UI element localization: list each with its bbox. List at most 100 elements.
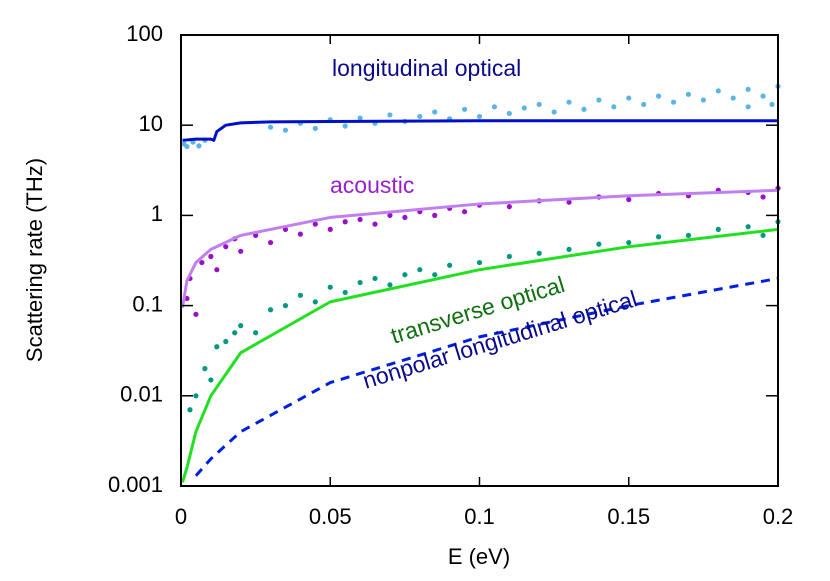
data-point	[372, 275, 378, 282]
data-point	[685, 232, 692, 239]
data-point	[282, 303, 289, 309]
data-point	[641, 101, 647, 108]
data-point	[745, 86, 751, 92]
data-point	[656, 234, 662, 240]
data-point	[193, 311, 199, 317]
data-point	[282, 127, 289, 133]
data-point	[402, 272, 408, 278]
x-tick-label: 0.1	[464, 504, 495, 529]
data-point	[327, 284, 333, 290]
data-point	[357, 115, 363, 121]
data-point	[476, 259, 483, 266]
data-point	[745, 104, 751, 110]
data-point	[581, 106, 587, 112]
data-point	[417, 267, 423, 273]
data-point	[700, 97, 706, 103]
data-point	[214, 344, 220, 350]
annotation: acoustic	[330, 172, 414, 198]
data-point	[670, 99, 677, 105]
data-point	[193, 393, 199, 399]
data-point	[432, 272, 438, 278]
data-point	[417, 113, 423, 120]
data-point	[506, 204, 512, 210]
y-tick-label: 0.01	[120, 382, 163, 407]
annotation: longitudinal optical	[332, 55, 521, 81]
data-point	[208, 377, 214, 383]
x-tick-label: 0	[175, 504, 187, 529]
data-point	[223, 244, 229, 250]
data-point	[357, 279, 363, 286]
data-point	[232, 330, 238, 336]
series-line	[181, 188, 779, 308]
series-line	[182, 119, 778, 142]
data-point	[521, 105, 527, 111]
data-point	[536, 250, 542, 256]
data-point	[730, 95, 736, 101]
data-point	[297, 292, 303, 298]
data-point	[715, 226, 721, 232]
data-point	[491, 104, 498, 110]
data-point	[432, 109, 438, 115]
data-point	[312, 299, 318, 305]
data-point	[447, 262, 453, 268]
data-point	[611, 104, 617, 110]
data-point	[253, 330, 259, 336]
data-point	[238, 248, 244, 254]
data-point	[566, 199, 572, 205]
data-point	[760, 194, 766, 200]
x-tick-label: 0.05	[309, 504, 352, 529]
x-tick-label: 0.15	[607, 504, 650, 529]
data-point	[267, 307, 274, 313]
data-point	[656, 93, 662, 99]
data-point	[760, 232, 766, 239]
series-line	[194, 276, 779, 477]
data-point	[685, 91, 692, 97]
data-point	[760, 93, 766, 99]
data-point	[402, 214, 408, 221]
y-tick-label: 100	[126, 21, 163, 46]
data-point	[476, 113, 483, 120]
y-tick-label: 0.1	[132, 291, 163, 316]
data-point	[715, 88, 721, 94]
data-point	[551, 109, 557, 115]
data-point	[214, 267, 220, 273]
data-point	[199, 259, 205, 266]
y-axis-title: Scattering rate (THz)	[22, 158, 47, 362]
data-point	[267, 124, 274, 130]
data-point	[187, 407, 193, 413]
data-point	[372, 221, 378, 227]
data-point	[745, 224, 751, 230]
y-tick-label: 10	[139, 111, 163, 136]
data-point	[196, 143, 202, 149]
series-line	[181, 227, 779, 483]
data-point	[297, 231, 303, 237]
data-point	[387, 112, 393, 118]
data-point	[596, 241, 602, 247]
data-point	[312, 125, 318, 132]
data-point	[312, 221, 318, 227]
data-point	[566, 99, 572, 105]
data-point	[327, 226, 333, 232]
data-point	[566, 246, 572, 252]
data-point	[506, 253, 512, 260]
data-point	[342, 289, 348, 296]
x-axis-title: E (eV)	[448, 544, 510, 569]
data-point	[461, 106, 468, 112]
data-point	[387, 282, 393, 288]
data-point	[626, 196, 632, 203]
data-point	[202, 366, 208, 372]
data-point	[342, 219, 348, 225]
data-point	[387, 212, 393, 218]
data-point	[223, 338, 229, 345]
data-point	[238, 323, 244, 329]
data-point	[267, 239, 274, 246]
data-point	[357, 216, 363, 223]
data-point	[769, 101, 775, 108]
plot-area	[181, 83, 781, 483]
data-point	[506, 110, 512, 117]
y-tick-label: 1	[151, 201, 163, 226]
data-point	[342, 123, 348, 129]
data-point	[432, 212, 438, 218]
y-tick-label: 0.001	[108, 472, 163, 497]
data-point	[208, 253, 214, 260]
